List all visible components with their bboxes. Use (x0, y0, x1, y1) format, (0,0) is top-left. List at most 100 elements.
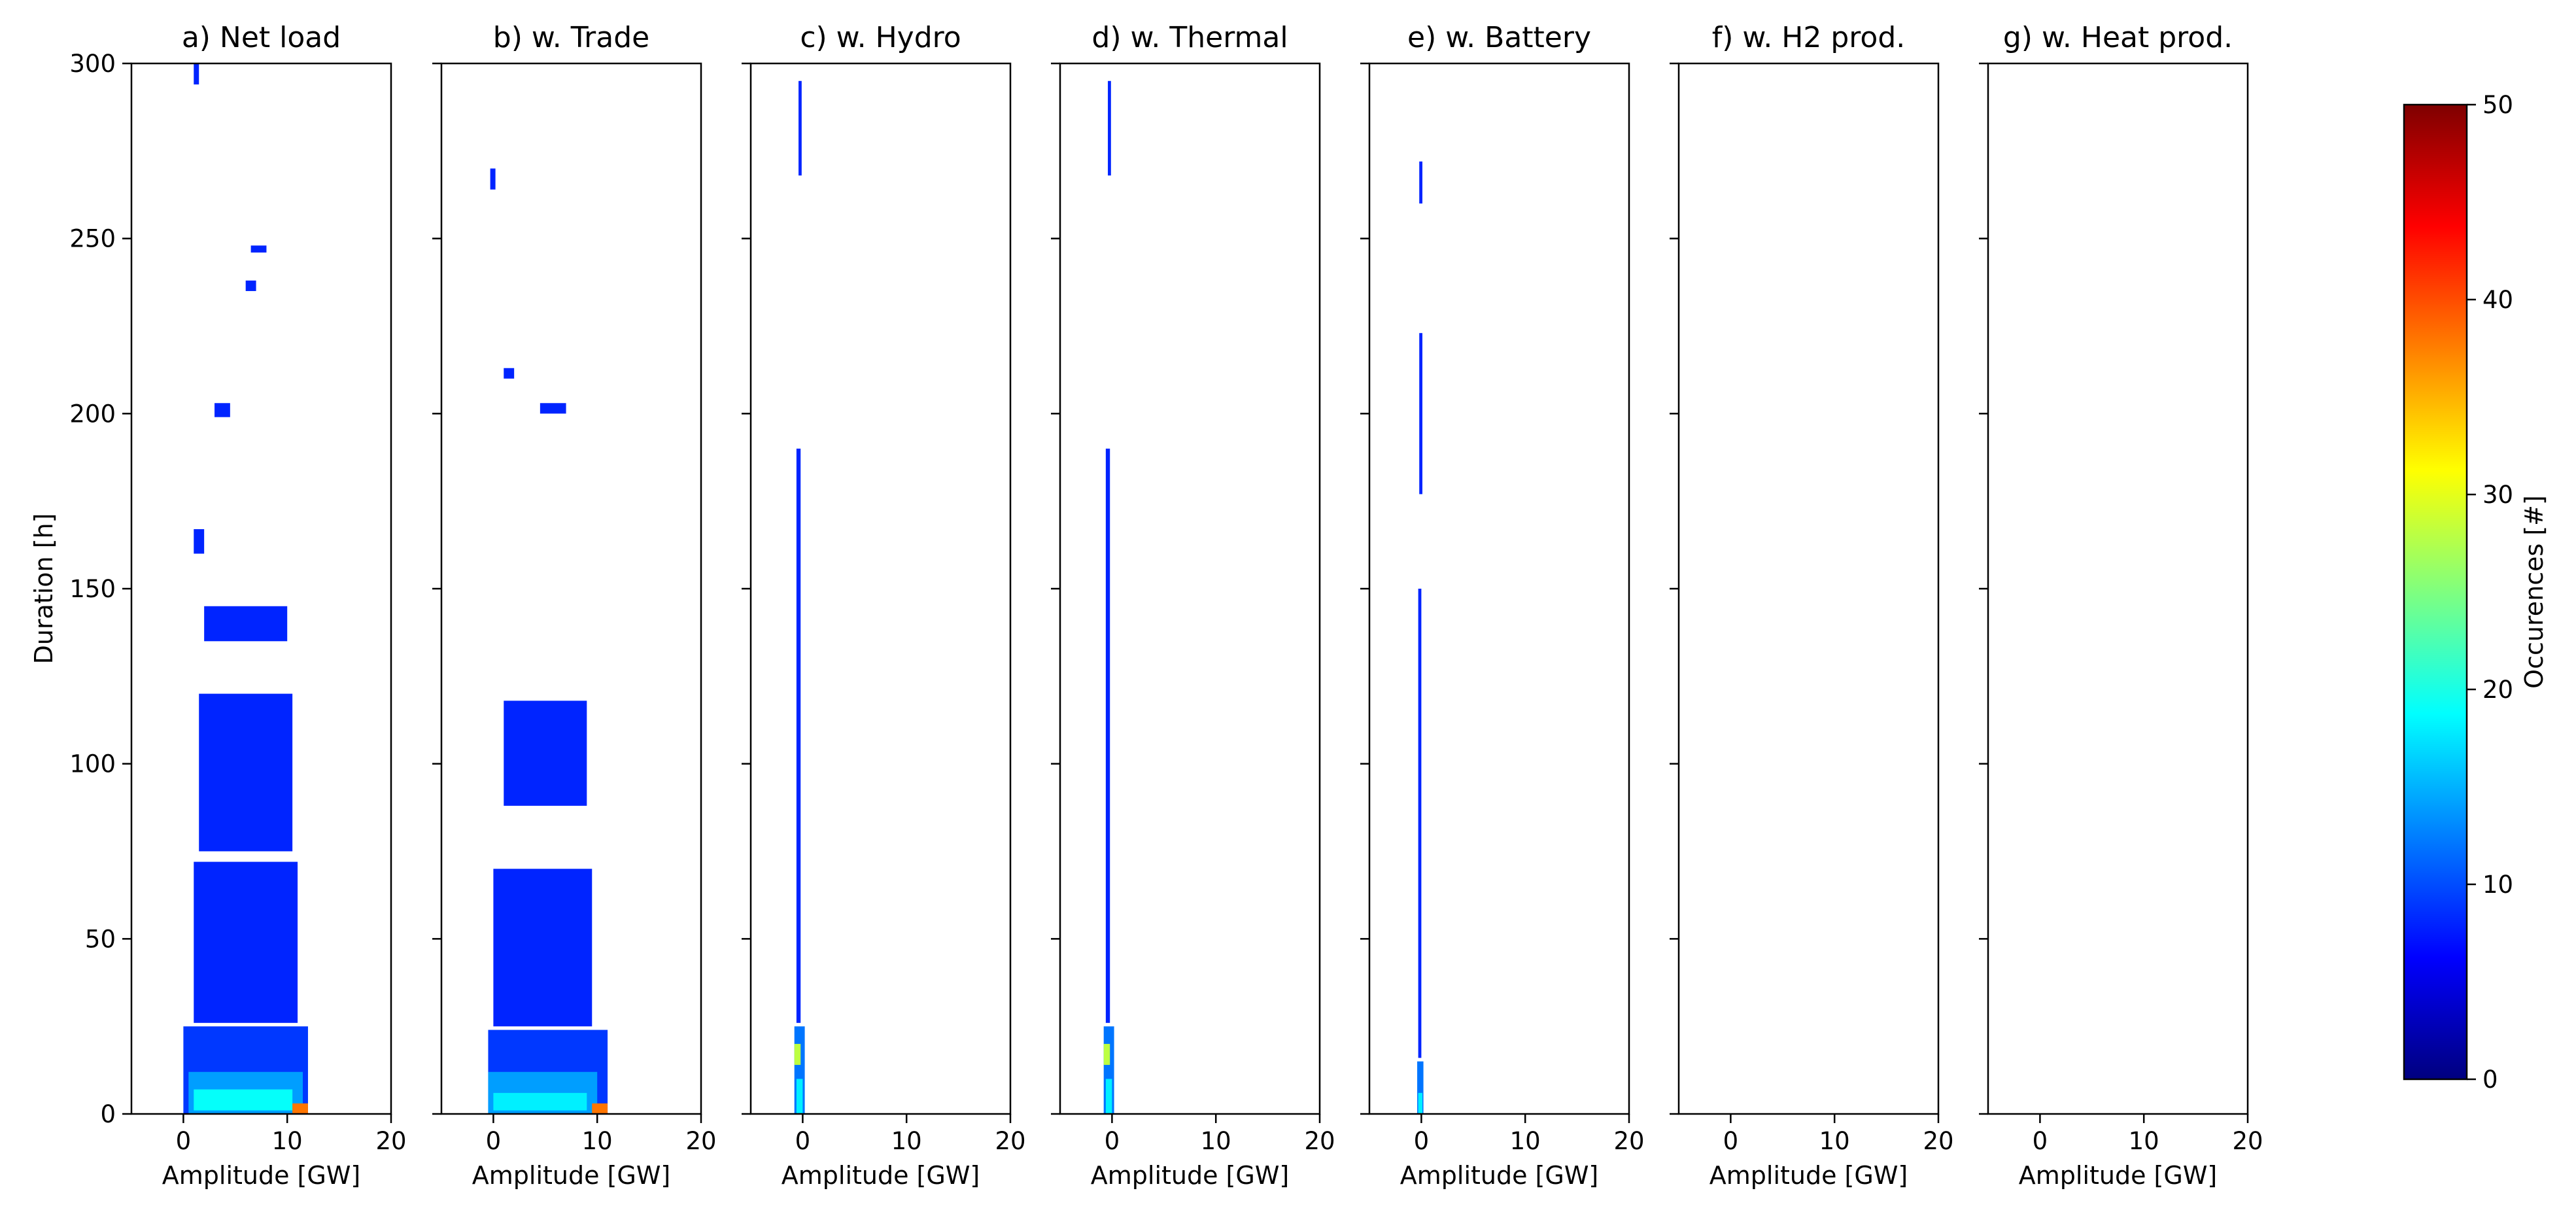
x-tick-label: 0 (486, 1127, 502, 1155)
heatmap-cell (250, 245, 267, 253)
colorbar-label: Occurences [#] (2520, 495, 2549, 689)
x-tick-label: 0 (1723, 1127, 1739, 1155)
heatmap-cell (292, 1103, 308, 1114)
heatmap-cell (1419, 333, 1422, 494)
y-tick-label: 200 (69, 400, 116, 428)
axes-frame (749, 62, 1012, 1115)
colorbar-tick-label: 50 (2482, 91, 2513, 119)
y-axis-label: Duration [h] (29, 513, 58, 665)
y-tick-label: 150 (69, 575, 116, 603)
panel-4: d) w. Thermal 0 10 20 Amplitude [GW] (1051, 21, 1335, 1190)
heatmap-cell (540, 403, 566, 414)
heatmap-cell (1417, 1061, 1424, 1114)
heatmap-cell (194, 63, 199, 85)
x-axis-label: Amplitude [GW] (1709, 1161, 1908, 1190)
panel-7: g) w. Heat prod. 0 10 20 Amplitude [GW] (1979, 21, 2263, 1190)
x-axis-label: Amplitude [GW] (1091, 1161, 1289, 1190)
heatmap-cells (183, 63, 308, 1114)
colorbar-tick-label: 10 (2482, 871, 2513, 899)
y-tick-label: 100 (69, 750, 116, 778)
axes-frame (1987, 62, 2249, 1115)
panel-3: c) w. Hydro 0 10 20 Amplitude [GW] (742, 21, 1026, 1190)
heatmap-cell (493, 1092, 587, 1111)
y-tick-label: 50 (85, 925, 116, 953)
x-tick-label: 10 (272, 1127, 303, 1155)
heatmap-cell (799, 80, 802, 176)
y-tick-label: 0 (100, 1100, 116, 1128)
heatmap-cell (493, 869, 592, 1027)
panel-title: a) Net load (182, 21, 341, 54)
panel-title: b) w. Trade (493, 21, 649, 54)
panel-6: f) w. H2 prod. 0 10 20 Amplitude [GW] (1670, 21, 1954, 1190)
colorbar: 0 10 20 30 40 50 Occurences [#] (2403, 91, 2549, 1094)
colorbar-tick-label: 20 (2482, 676, 2513, 704)
heatmap-cells (488, 168, 608, 1114)
x-axis-label: Amplitude [GW] (162, 1161, 360, 1190)
colorbar-ticks: 0 10 20 30 40 50 (2467, 91, 2513, 1094)
heatmap-cells (1103, 80, 1114, 1114)
panel-title: f) w. H2 prod. (1712, 21, 1906, 54)
panel-title: d) w. Thermal (1091, 21, 1288, 54)
x-tick-label: 0 (1414, 1127, 1430, 1155)
x-tick-label: 10 (1201, 1127, 1231, 1155)
heatmap-cell (1103, 1043, 1110, 1066)
x-tick-label: 20 (1923, 1127, 1953, 1155)
heatmap-cell (215, 403, 230, 417)
x-tick-label: 10 (2129, 1127, 2159, 1155)
heatmap-cell (1418, 1092, 1422, 1114)
heatmap-cell (794, 1043, 801, 1066)
x-axis-label: Amplitude [GW] (781, 1161, 980, 1190)
x-tick-label: 20 (1304, 1127, 1335, 1155)
panel-title: c) w. Hydro (800, 21, 961, 54)
colorbar-gradient (2403, 103, 2468, 1081)
heatmap-cell (204, 606, 288, 642)
x-axis-label: Amplitude [GW] (1400, 1161, 1598, 1190)
panel-title: e) w. Battery (1407, 21, 1591, 54)
heatmap-cell (1419, 161, 1422, 204)
heatmap-cell (504, 701, 587, 806)
panel-5: e) w. Battery 0 10 20 Amplitude [GW] (1360, 21, 1645, 1190)
heatmap-cell (194, 861, 298, 1023)
x-tick-label: 0 (795, 1127, 811, 1155)
x-tick-label: 10 (1510, 1127, 1541, 1155)
x-axis-label: Amplitude [GW] (2019, 1161, 2217, 1190)
heatmap-cell (796, 448, 801, 1023)
x-tick-label: 20 (1613, 1127, 1644, 1155)
x-tick-label: 20 (2232, 1127, 2263, 1155)
colorbar-tick-label: 0 (2482, 1066, 2498, 1094)
heatmap-cell (194, 529, 205, 554)
heatmap-cells (794, 80, 805, 1114)
x-tick-label: 20 (375, 1127, 406, 1155)
heatmap-cell (796, 1079, 803, 1114)
x-tick-label: 0 (176, 1127, 192, 1155)
y-tick-label: 250 (69, 225, 116, 253)
x-tick-label: 20 (995, 1127, 1025, 1155)
panel-title: g) w. Heat prod. (2003, 21, 2233, 54)
heatmap-cell (490, 168, 496, 190)
panel-1: a) Net load 0 10 20 Amplitude [GW] 0 50 100 150 2… (29, 21, 407, 1190)
heatmap-cell (504, 368, 515, 379)
heatmap-cell (592, 1103, 608, 1114)
heatmap-cell (1105, 448, 1110, 1023)
heatmap-cell (199, 693, 293, 852)
axes-frame (1368, 62, 1630, 1115)
heatmap-cell (194, 1089, 293, 1111)
colorbar-tick-label: 30 (2482, 481, 2513, 509)
heatmap-cell (1418, 589, 1422, 1058)
colorbar-tick-label: 40 (2482, 286, 2513, 314)
x-tick-label: 20 (685, 1127, 716, 1155)
axes-frame (1677, 62, 1940, 1115)
axes-frame (1059, 62, 1321, 1115)
panel-2: b) w. Trade 0 10 20 Amplitude [GW] (432, 21, 717, 1190)
heatmap-cell (245, 280, 256, 291)
x-tick-label: 10 (891, 1127, 922, 1155)
heatmap-cell (1105, 1079, 1112, 1114)
x-axis-label: Amplitude [GW] (472, 1161, 670, 1190)
heatmap-cells (1417, 161, 1424, 1114)
x-tick-label: 0 (1105, 1127, 1120, 1155)
heatmap-cell (1108, 80, 1111, 176)
y-tick-label: 300 (69, 50, 116, 78)
x-tick-label: 10 (1819, 1127, 1850, 1155)
